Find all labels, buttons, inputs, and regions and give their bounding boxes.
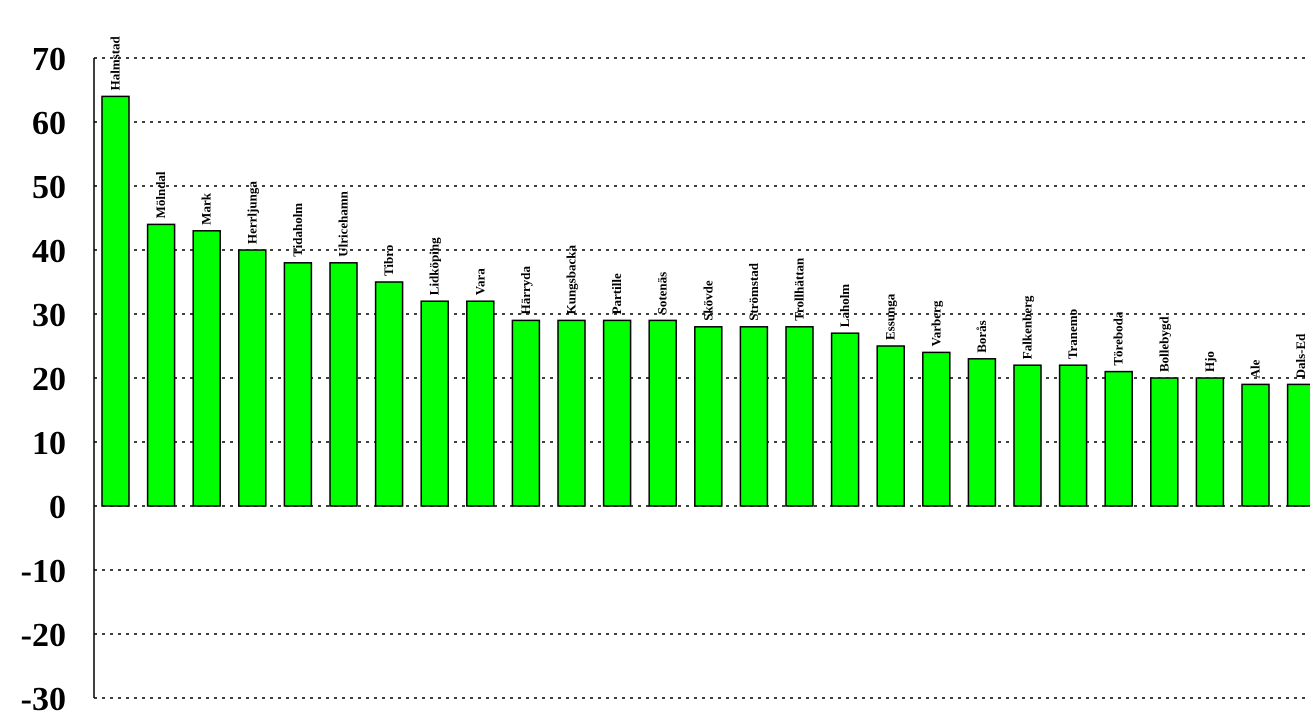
y-tick-label: 0 [49, 489, 66, 526]
bar [1241, 383, 1270, 507]
bar [694, 326, 723, 507]
bar [466, 300, 495, 507]
bar [1104, 370, 1133, 507]
y-tick-label: -20 [21, 617, 66, 654]
bar-label: Herrljunga [244, 181, 259, 244]
bar-label: Vara [472, 268, 487, 295]
bar [283, 262, 313, 507]
bar-label: Töreboda [1111, 311, 1126, 365]
bar [1195, 377, 1225, 507]
bar-label: Dals-Ed [1293, 333, 1308, 379]
bar-label: Hjo [1202, 351, 1217, 372]
bar [101, 95, 130, 507]
bar-label: Sotenäs [655, 272, 670, 315]
bar [374, 281, 404, 507]
bar-label: Tibro [381, 245, 396, 276]
y-tick-label: 20 [32, 361, 66, 398]
bar-label: Ulricehamn [336, 190, 351, 256]
bar [420, 300, 449, 507]
bar-label: Härryda [518, 266, 533, 315]
bar [648, 319, 677, 507]
bar-label: Partille [609, 273, 624, 314]
bar [557, 319, 586, 507]
bar-label: Tranemo [1065, 309, 1080, 359]
bar-label: Bollebygd [1156, 316, 1171, 372]
bar-labels: Halmstad Mölndal Mark Herrljunga Tidaholm Ulr… [108, 35, 1309, 378]
bar-label: Borås [974, 320, 989, 353]
bar-label: Tidaholm [290, 203, 305, 257]
y-axis-tick-labels: 70 60 50 40 30 20 10 0 -10 -20 -30 [21, 41, 66, 711]
bar [785, 326, 814, 507]
bars [101, 95, 1310, 507]
bar-label: Ale [1248, 359, 1263, 378]
bar [146, 223, 176, 507]
y-tick-label: 10 [32, 425, 66, 462]
bar-label: Falkenberg [1020, 295, 1035, 359]
bar-label: Halmstad [108, 35, 123, 90]
bar-label: Varberg [928, 300, 943, 346]
bar-label: Laholm [837, 284, 852, 328]
bar-label: Essunga [883, 293, 898, 340]
bar [511, 319, 541, 507]
bar [1013, 364, 1042, 507]
bar [329, 262, 358, 507]
y-tick-label: 50 [32, 169, 66, 206]
bar [602, 319, 632, 507]
bar-label: Mark [199, 192, 214, 225]
bar [1286, 383, 1310, 507]
bar [967, 358, 997, 507]
bar-label: Lidköping [427, 237, 442, 295]
bar-label: Trollhättan [792, 257, 807, 321]
bar [739, 326, 769, 507]
y-tick-label: -30 [21, 681, 66, 711]
y-tick-label: -10 [21, 553, 66, 590]
y-tick-label: 30 [32, 297, 66, 334]
bar [830, 332, 860, 507]
bar [876, 345, 905, 507]
bar [922, 351, 951, 507]
bar-label: Mölndal [153, 171, 168, 218]
bar [238, 249, 267, 507]
bar [1150, 377, 1179, 507]
bar [192, 230, 221, 507]
y-tick-label: 40 [32, 233, 66, 270]
bar [1058, 364, 1088, 507]
bar-label: Skövde [700, 280, 715, 321]
bar-label: Strömstad [746, 262, 761, 321]
y-tick-label: 60 [32, 105, 66, 142]
bar-label: Kungsbacka [564, 245, 579, 315]
y-tick-label: 70 [32, 41, 66, 78]
